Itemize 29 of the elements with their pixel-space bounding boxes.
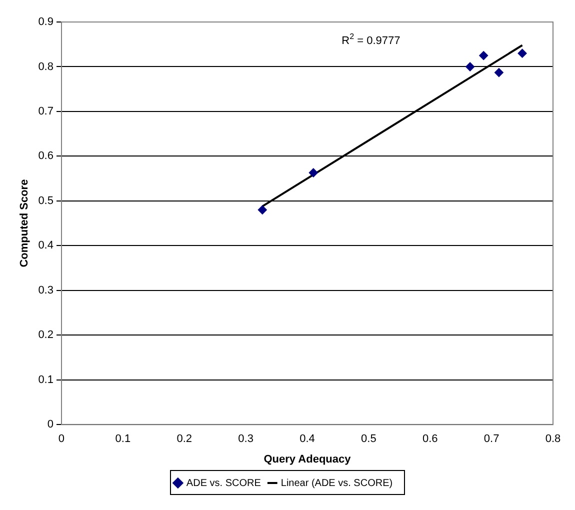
point (518, 48, 527, 58)
y-axis-title: Computed Score (18, 179, 31, 268)
y-tick-label: 0.9 (38, 16, 54, 28)
x-tick-label: 0.4 (300, 433, 315, 446)
x-tick-label: 0.1 (115, 433, 131, 446)
y-tick-label: 0.7 (38, 106, 54, 118)
x-tick-label: 0.6 (422, 433, 438, 446)
x-tick-label: 0 (58, 433, 65, 446)
y-tick-label: 0.3 (38, 284, 54, 296)
y-tick-label: 0 (47, 418, 54, 431)
point (494, 68, 504, 78)
y-tick-label: 0.2 (38, 329, 54, 342)
y-tick-label: 0.5 (38, 194, 54, 207)
y-tick-label: 0.1 (38, 374, 54, 386)
legend-label: Linear (ADE vs. SCORE) (280, 478, 393, 489)
point (258, 205, 267, 214)
x-tick-label: 0.2 (176, 433, 192, 446)
x-tick-label: 0.5 (361, 433, 376, 446)
y-tick-label: 0.8 (38, 60, 54, 73)
y-tick-label: 0.6 (38, 150, 54, 162)
y-tick-label: 0.4 (38, 240, 54, 252)
legend-label: ADE vs. SCORE (186, 478, 262, 489)
point (308, 168, 318, 178)
point (466, 62, 475, 72)
x-tick-label: 0.8 (545, 433, 561, 446)
point (479, 51, 488, 60)
x-tick-label: 0.3 (238, 433, 254, 446)
x-axis-title: Query Adequacy (264, 453, 352, 466)
x-tick-label: 0.7 (484, 433, 500, 446)
